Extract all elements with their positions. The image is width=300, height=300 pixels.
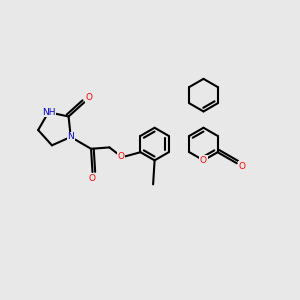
Text: O: O: [200, 156, 207, 165]
Text: O: O: [89, 174, 96, 183]
Text: NH: NH: [42, 108, 55, 117]
Text: N: N: [68, 133, 74, 142]
Text: O: O: [118, 152, 124, 161]
Text: O: O: [239, 162, 246, 171]
Text: O: O: [86, 93, 93, 102]
